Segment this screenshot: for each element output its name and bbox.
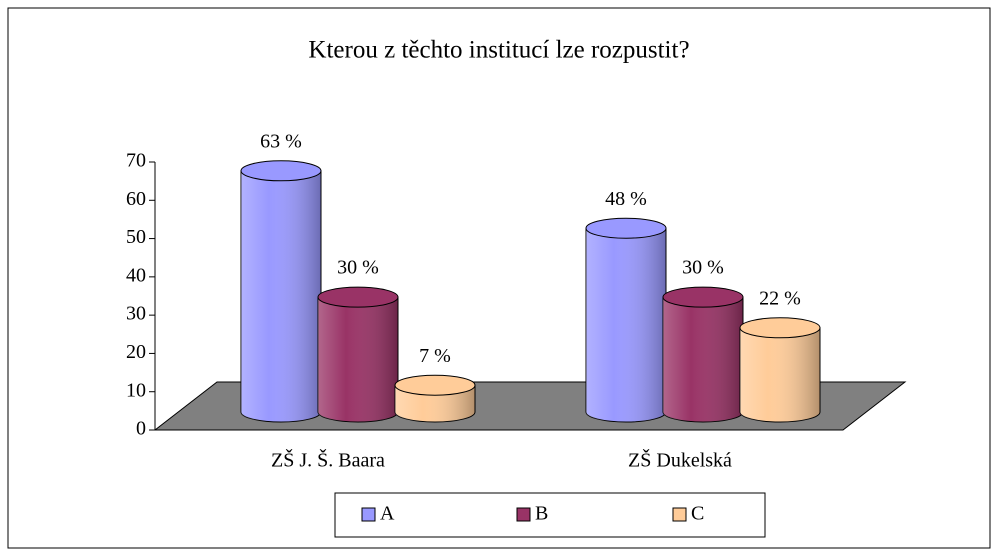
y-tick-label: 10 [126,379,146,401]
value-label: 30 % [337,257,379,279]
legend-swatch [516,507,531,522]
cylinder-top [240,160,322,182]
y-tick-label: 20 [126,341,146,363]
legend-label: B [535,503,548,525]
y-tick-label: 50 [126,226,146,248]
y-tick-label: 60 [126,188,146,210]
cylinder-shade [395,385,475,422]
x-tick-label: ZŠ Dukelská [628,448,732,472]
cylinder-top [662,286,744,308]
cylinder [394,374,476,423]
cylinder-shade [318,297,398,422]
chart-title: Kterou z těchto institucí lze rozpustit? [308,37,689,64]
cylinder-shade [663,297,743,422]
y-tick-label: 70 [126,150,146,172]
cylinder-shade [586,228,666,422]
cylinder [662,286,744,423]
legend-swatch [361,507,376,522]
legend-swatch [672,507,687,522]
cylinder-top [585,217,667,239]
cylinder [317,286,399,423]
chart-border [7,7,991,549]
cylinder-top [394,374,476,396]
legend-label: A [380,503,395,525]
value-label: 22 % [759,287,801,309]
cylinder-shade [241,170,321,422]
cylinder [739,317,821,423]
cylinder-top [739,317,821,339]
value-label: 7 % [419,345,451,367]
cylinder-top [317,286,399,308]
legend [334,492,766,538]
y-tick-label: 30 [126,303,146,325]
cylinder [585,217,667,423]
y-tick-label: 40 [126,264,146,286]
cylinder [240,160,322,423]
value-label: 63 % [260,130,302,152]
cylinder-shade [740,327,820,422]
legend-label: C [691,503,704,525]
x-tick-label: ZŠ J. Š. Baara [271,448,385,472]
value-label: 48 % [605,188,647,210]
value-label: 30 % [682,257,724,279]
y-tick-label: 0 [136,418,146,440]
